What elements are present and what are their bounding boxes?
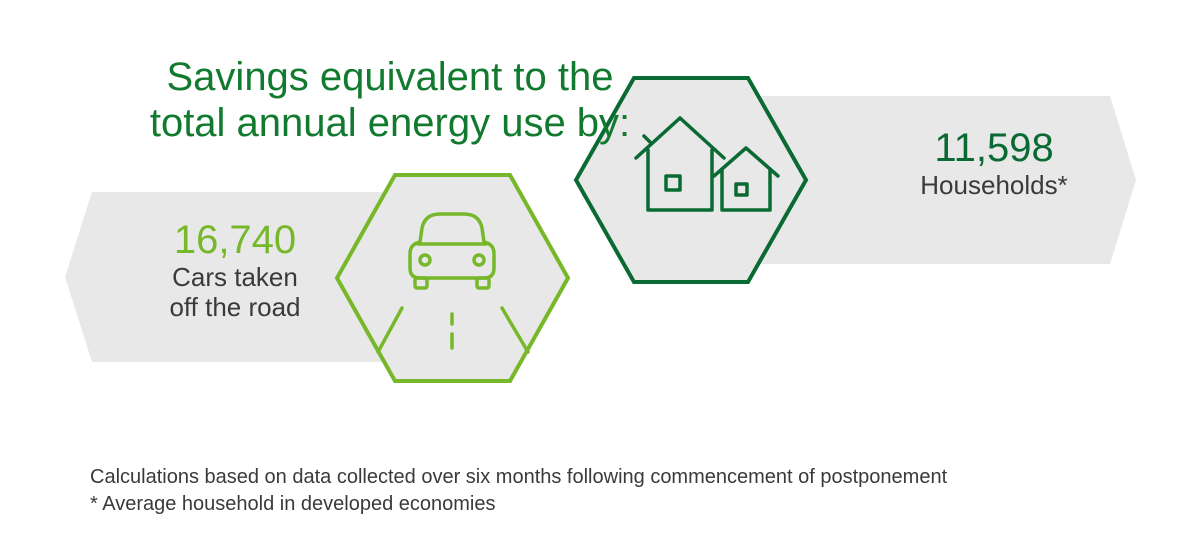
cars-label-1: Cars taken bbox=[130, 263, 340, 293]
cars-label-2: off the road bbox=[130, 293, 340, 323]
footnote: Calculations based on data collected ove… bbox=[90, 464, 947, 518]
page-title: Savings equivalent to the total annual e… bbox=[120, 54, 660, 146]
cars-stat: 16,740 Cars taken off the road bbox=[130, 218, 340, 323]
houses-stat: 11,598 Households* bbox=[884, 126, 1104, 201]
footnote-line-2: * Average household in developed economi… bbox=[90, 491, 947, 518]
title-line-1: Savings equivalent to the bbox=[120, 54, 660, 100]
title-line-2: total annual energy use by: bbox=[120, 100, 660, 146]
footnote-line-1: Calculations based on data collected ove… bbox=[90, 464, 947, 491]
cars-value: 16,740 bbox=[130, 218, 340, 263]
houses-value: 11,598 bbox=[884, 126, 1104, 171]
houses-label: Households* bbox=[884, 171, 1104, 201]
